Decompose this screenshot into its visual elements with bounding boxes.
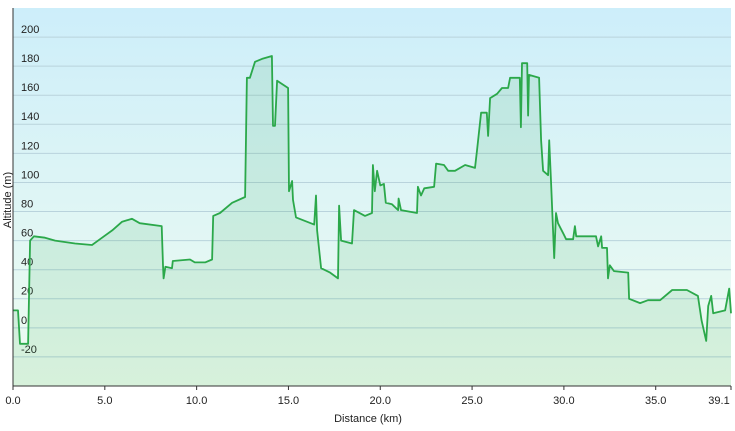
y-tick-label: 120 (21, 140, 39, 152)
y-tick-label: 160 (21, 82, 39, 94)
x-tick-label: 39.1 (708, 395, 729, 407)
y-tick-label: 20 (21, 286, 33, 298)
y-tick-label: 100 (21, 169, 39, 181)
x-tick-label: 30.0 (553, 395, 574, 407)
x-tick-label: 35.0 (645, 395, 666, 407)
area-fill (13, 56, 731, 386)
y-tick-label: 200 (21, 24, 39, 36)
x-axis-label: Distance (km) (334, 413, 402, 425)
y-tick-label: 180 (21, 53, 39, 65)
x-tick-label: 10.0 (186, 395, 207, 407)
profile-line (13, 55, 732, 345)
y-tick-label: 0 (21, 315, 27, 327)
x-tick-label: 25.0 (461, 395, 482, 407)
y-tick-label: 60 (21, 228, 33, 240)
x-tick-label: 15.0 (278, 395, 299, 407)
y-axis-label: Altitude (m) (2, 172, 14, 228)
x-tick-label: 0.0 (5, 395, 20, 407)
x-tick-label: 5.0 (97, 395, 112, 407)
y-tick-label: -20 (21, 344, 37, 356)
y-tick-label: 80 (21, 198, 33, 210)
x-tick-label: 20.0 (370, 395, 391, 407)
y-tick-label: 140 (21, 111, 39, 123)
